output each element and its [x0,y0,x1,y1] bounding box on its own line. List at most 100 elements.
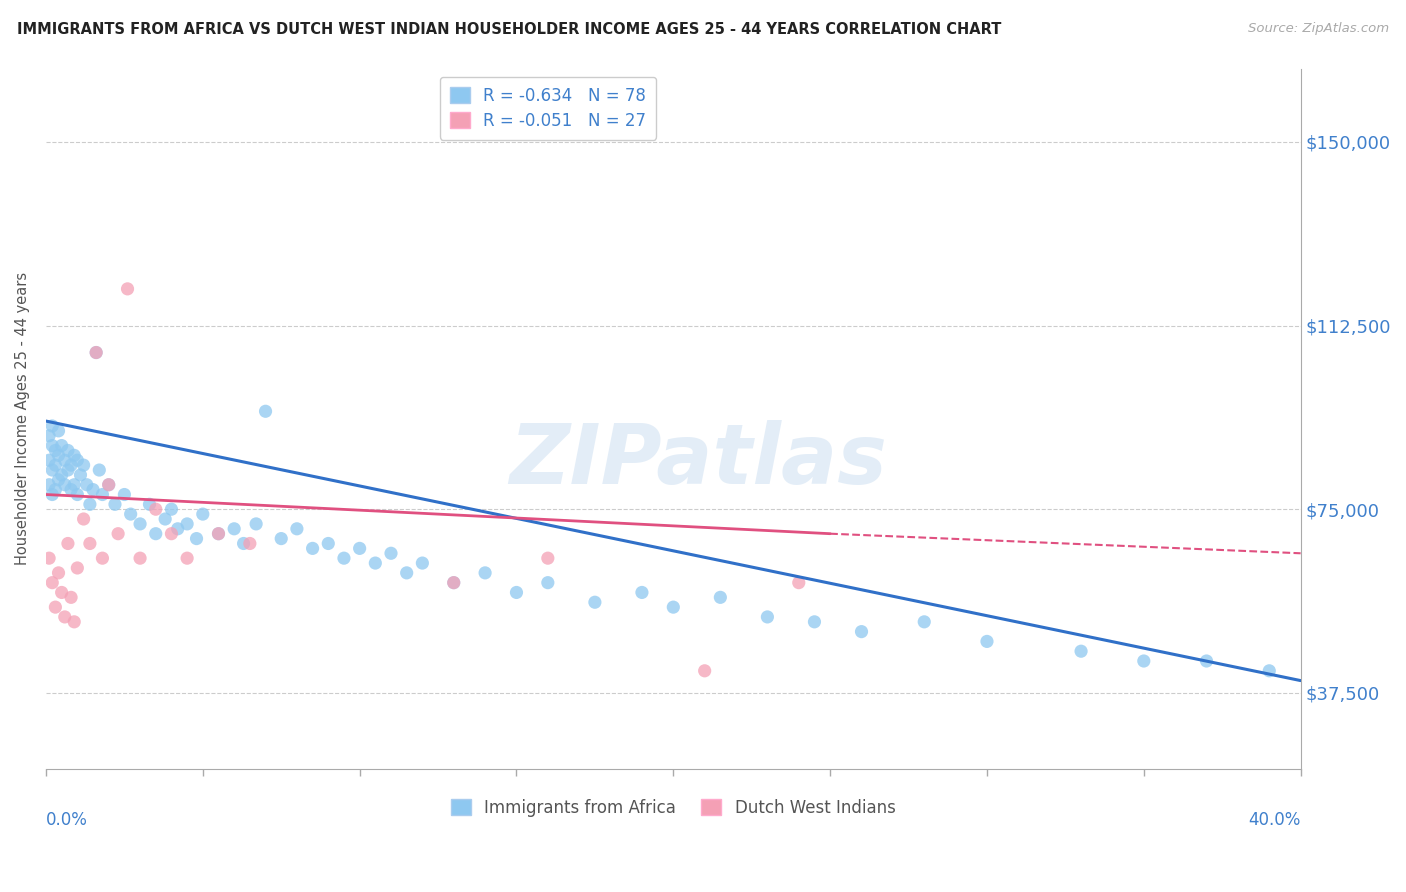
Point [207,526,229,541]
Y-axis label: Householder Income Ages 25 - 44 years: Householder Income Ages 25 - 44 years [15,272,30,566]
Point [53,610,76,624]
Point [97,477,120,491]
Point [60,458,83,472]
Point [316,536,339,550]
Point [89,463,111,477]
Point [380,546,402,560]
Point [254,404,277,418]
Point [104,497,127,511]
Point [505,585,527,599]
Point [72,512,94,526]
Point [191,507,214,521]
Point [63,477,86,491]
Point [207,526,229,541]
Point [270,532,292,546]
Point [53,477,76,491]
Text: 0.0%: 0.0% [46,811,87,829]
Point [84,345,107,359]
Point [91,551,114,566]
Point [474,566,496,580]
Point [56,536,79,550]
Point [48,448,70,462]
Point [107,526,129,541]
Text: Source: ZipAtlas.com: Source: ZipAtlas.com [1249,22,1389,36]
Point [756,610,779,624]
Point [41,419,63,434]
Point [912,615,935,629]
Point [44,458,66,472]
Point [176,516,198,531]
Point [120,507,142,521]
Point [112,487,135,501]
Point [66,487,89,501]
Point [851,624,873,639]
Point [69,467,91,482]
Point [693,664,716,678]
Point [79,536,101,550]
Point [803,615,825,629]
Point [364,556,387,570]
Point [63,448,86,462]
Point [66,453,89,467]
Point [38,551,60,566]
Point [41,487,63,501]
Point [76,477,98,491]
Point [53,453,76,467]
Point [239,536,262,550]
Text: 40.0%: 40.0% [1249,811,1301,829]
Point [44,600,66,615]
Legend: Immigrants from Africa, Dutch West Indians: Immigrants from Africa, Dutch West India… [444,792,903,823]
Point [51,439,73,453]
Point [56,443,79,458]
Point [301,541,323,556]
Point [411,556,433,570]
Point [41,463,63,477]
Point [48,566,70,580]
Point [129,516,152,531]
Point [51,585,73,599]
Point [176,551,198,566]
Point [38,453,60,467]
Point [84,345,107,359]
Point [44,443,66,458]
Point [631,585,654,599]
Point [60,591,83,605]
Point [48,473,70,487]
Point [537,575,560,590]
Point [1195,654,1218,668]
Point [245,516,267,531]
Point [41,575,63,590]
Point [662,600,685,615]
Point [66,561,89,575]
Point [224,522,246,536]
Point [63,615,86,629]
Point [138,497,160,511]
Point [787,575,810,590]
Point [145,526,167,541]
Point [976,634,998,648]
Point [443,575,465,590]
Point [395,566,418,580]
Point [1133,654,1156,668]
Text: ZIPatlas: ZIPatlas [509,420,887,501]
Point [583,595,606,609]
Point [38,429,60,443]
Point [1070,644,1092,658]
Text: IMMIGRANTS FROM AFRICA VS DUTCH WEST INDIAN HOUSEHOLDER INCOME AGES 25 - 44 YEAR: IMMIGRANTS FROM AFRICA VS DUTCH WEST IND… [17,22,1001,37]
Point [38,477,60,491]
Point [160,502,183,516]
Point [129,551,152,566]
Point [48,424,70,438]
Point [60,483,83,497]
Point [1258,664,1281,678]
Point [443,575,465,590]
Point [160,526,183,541]
Point [166,522,188,536]
Point [41,439,63,453]
Point [709,591,731,605]
Point [97,477,120,491]
Point [145,502,167,516]
Point [333,551,356,566]
Point [285,522,308,536]
Point [117,282,139,296]
